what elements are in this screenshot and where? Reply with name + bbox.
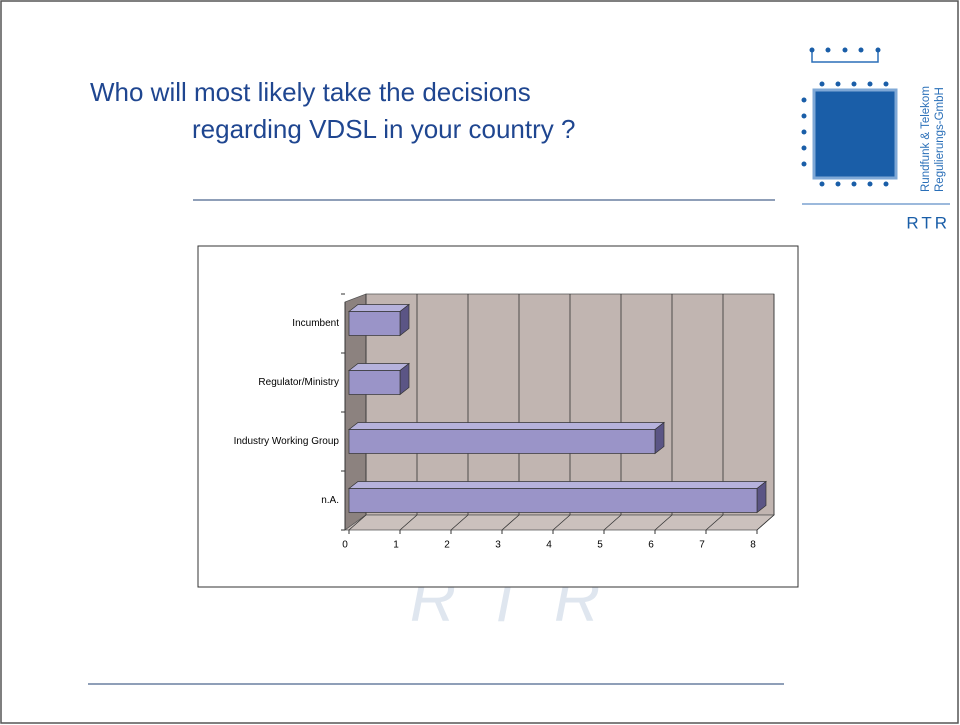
bar — [348, 429, 656, 454]
logo-line — [811, 52, 879, 63]
bar-top — [347, 481, 768, 489]
logo-name: Rundfunk & Telekom — [920, 86, 932, 192]
x-tick-label: 8 — [750, 540, 756, 551]
floor-grid-line — [552, 514, 571, 531]
x-tick-label: 7 — [699, 540, 705, 551]
x-tick-label: 4 — [546, 540, 552, 551]
x-tick-label: 2 — [444, 540, 450, 551]
x-tick-label: 5 — [597, 540, 603, 551]
floor-grid-line — [450, 514, 469, 531]
chart: 0 1 2 3 4 5 6 7 8 Incumbent Regulator/Ministry Indu… — [234, 293, 775, 551]
y-tick-label: Industry Working Group — [234, 436, 340, 447]
logo-dots — [801, 47, 889, 187]
floor-grid-line — [603, 514, 622, 531]
y-tick-label: n.A. — [321, 495, 339, 506]
floor-grid-line — [654, 514, 673, 531]
x-tick-label: 3 — [495, 540, 501, 551]
logo-abbr: RTR — [906, 213, 950, 232]
floor — [343, 514, 775, 531]
floor-grid-line — [399, 514, 418, 531]
floor-grid-line — [705, 514, 724, 531]
bar — [348, 488, 758, 513]
bar — [348, 370, 401, 395]
floor-grid-line — [348, 514, 367, 531]
y-tick-label: Regulator/Ministry — [258, 377, 339, 388]
floor-grid-line — [756, 514, 775, 531]
floor-grid-line — [501, 514, 520, 531]
title-line: regarding VDSL in your country ? — [192, 114, 575, 144]
logo-square — [812, 88, 898, 180]
bar — [348, 311, 401, 336]
x-tick-label: 6 — [648, 540, 654, 551]
bar-top — [347, 422, 666, 430]
title-line: Who will most likely take the decisions — [90, 77, 531, 107]
x-tick-label: 1 — [393, 540, 399, 551]
bar-top — [347, 304, 411, 312]
logo-name: Regulierungs-GmbH — [934, 87, 946, 192]
logo: Rundfunk & Telekom Regulierungs-GmbH RTR — [801, 47, 950, 232]
bar-top — [347, 363, 411, 371]
x-tick-label: 0 — [342, 540, 348, 551]
y-tick-label: Incumbent — [292, 318, 339, 329]
